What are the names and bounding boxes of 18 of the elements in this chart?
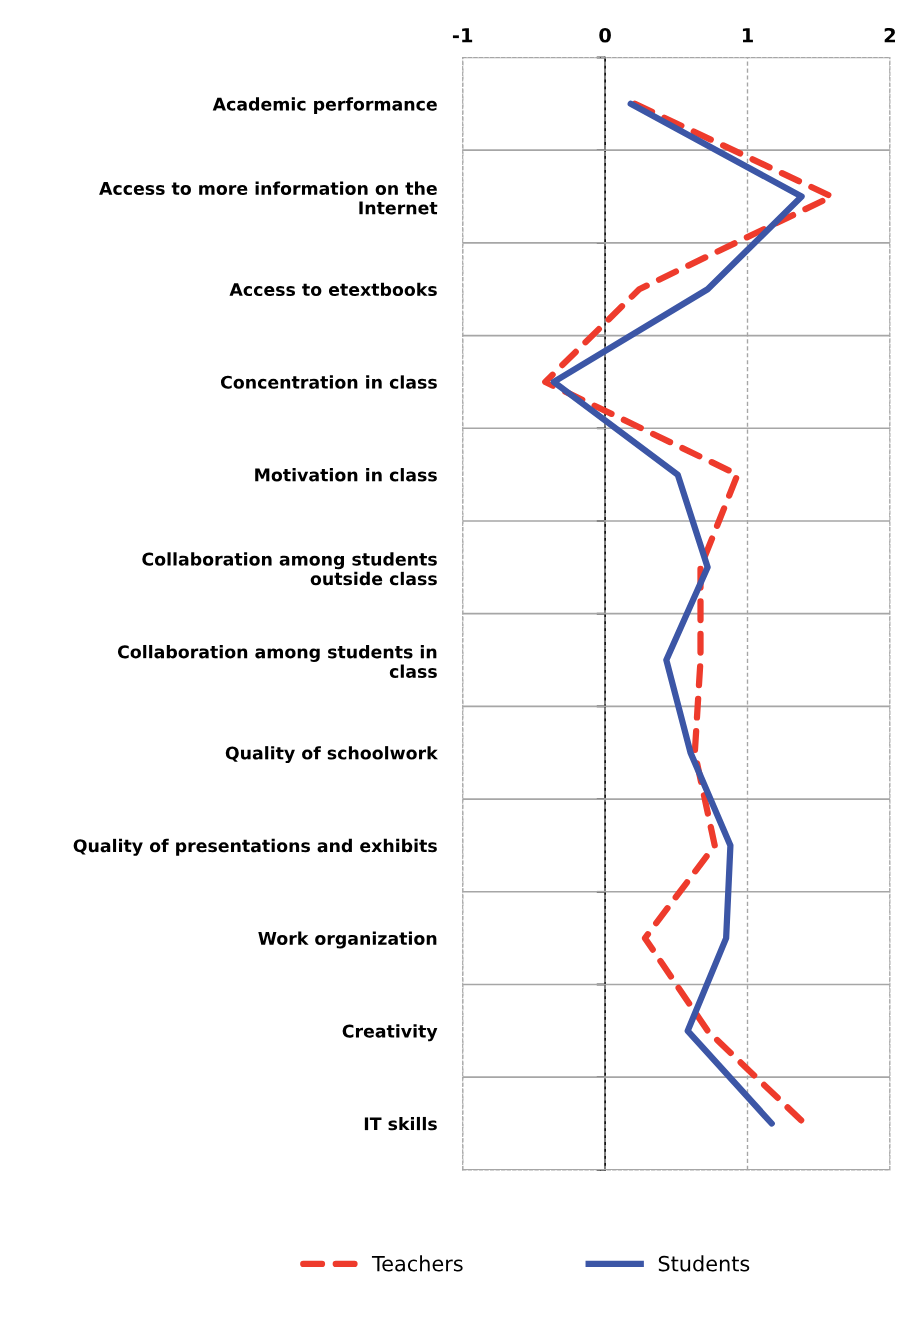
y-tick-label: IT skills [364,1116,437,1131]
y-tick-label: Creativity [342,1024,438,1042]
y-tick-label: Access to etextbooks [229,282,437,297]
x-tick-label: 1 [742,28,753,43]
y-tick-label: Quality of presentations and exhibits [73,838,437,856]
y-tick-label: Motivation in class [255,468,437,482]
x-tick-label: 2 [884,27,895,43]
x-tick-label: -1 [452,28,473,43]
x-tick-label: 0 [599,27,611,43]
legend-label: Students [658,1255,750,1272]
y-tick-label: Concentration in class [220,375,437,389]
legend-label: Teachers [371,1255,463,1272]
y-tick-label: Quality of schoolwork [225,746,439,764]
y-tick-label: Academic performance [212,97,437,115]
y-tick-label: Work organization [258,931,437,949]
y-tick-label: Collaboration among students in class [117,644,437,678]
y-tick-label: Access to more information on the Internet [99,181,438,215]
y-tick-label: Collaboration among students outside class [142,552,437,586]
